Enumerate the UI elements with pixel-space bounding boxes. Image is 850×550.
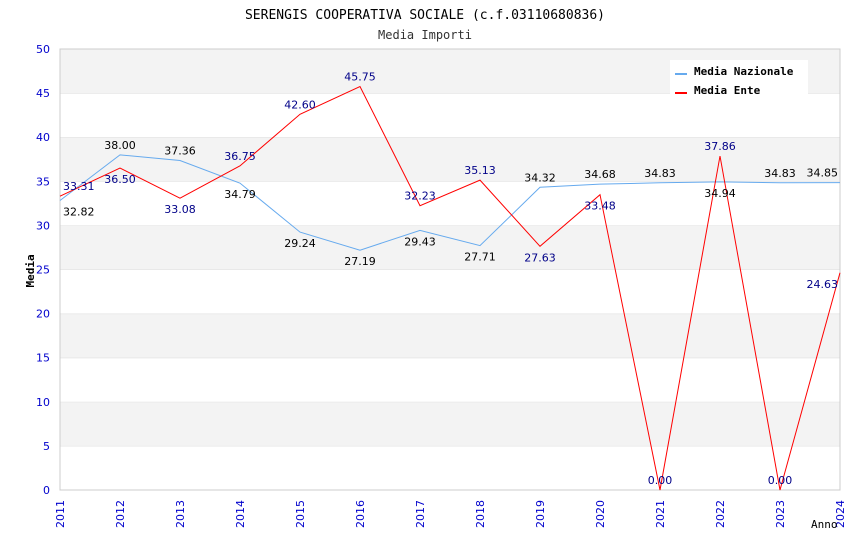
y-tick-label: 50	[36, 43, 50, 56]
x-tick-label: 2022	[714, 500, 727, 528]
data-label: 35.13	[464, 164, 496, 177]
y-tick-label: 15	[36, 352, 50, 365]
x-tick-label: 2020	[594, 500, 607, 528]
data-label: 34.85	[807, 167, 839, 180]
chart-subtitle: Media Importi	[378, 28, 472, 42]
data-label: 34.83	[644, 167, 676, 180]
data-label: 42.60	[284, 98, 316, 111]
grid-band	[60, 401, 840, 446]
data-label: 0.00	[768, 474, 793, 487]
y-tick-label: 20	[36, 308, 50, 321]
y-tick-label: 25	[36, 264, 50, 277]
data-label: 29.43	[404, 235, 436, 248]
y-tick-label: 30	[36, 219, 50, 232]
plot-frame	[59, 48, 841, 491]
grid-band	[60, 93, 840, 138]
x-tick-label: 2023	[774, 500, 787, 528]
y-tick-label: 5	[43, 440, 50, 453]
data-label: 45.75	[344, 70, 376, 83]
series-line-1	[59, 85, 841, 491]
data-label: 34.94	[704, 187, 736, 200]
legend-label: Media Ente	[694, 84, 761, 97]
x-tick-label: 2021	[654, 500, 667, 528]
data-label: 33.31	[63, 180, 95, 193]
data-label: 27.19	[344, 255, 376, 268]
x-tick-label: 2019	[534, 500, 547, 528]
x-axis-label: Anno	[811, 518, 838, 531]
data-label: 0.00	[648, 474, 673, 487]
data-label: 37.86	[704, 140, 736, 153]
y-tick-label: 0	[43, 484, 50, 497]
x-tick-label: 2012	[114, 500, 127, 528]
x-tick-label: 2024	[834, 500, 847, 528]
data-label: 24.63	[807, 278, 839, 291]
data-label: 34.79	[224, 188, 256, 201]
grid-band	[60, 269, 840, 314]
data-label: 32.82	[63, 206, 95, 219]
grid-band	[60, 357, 840, 402]
x-tick-label: 2018	[474, 500, 487, 528]
data-label: 36.75	[224, 150, 256, 163]
legend	[670, 60, 808, 96]
grid-band	[60, 445, 840, 490]
data-label: 27.63	[524, 251, 556, 264]
data-label: 27.71	[464, 251, 496, 264]
series-line-0	[59, 154, 841, 251]
x-tick-label: 2014	[234, 500, 247, 528]
x-tick-label: 2011	[54, 500, 67, 528]
legend-label: Media Nazionale	[694, 65, 794, 78]
y-tick-label: 10	[36, 396, 50, 409]
data-label: 33.08	[164, 203, 196, 216]
chart-title: SERENGIS COOPERATIVA SOCIALE (c.f.031106…	[245, 8, 605, 23]
data-label: 34.68	[584, 168, 616, 181]
y-tick-label: 35	[36, 175, 50, 188]
x-tick-label: 2016	[354, 500, 367, 528]
x-tick-label: 2015	[294, 500, 307, 528]
data-label: 32.23	[404, 190, 436, 203]
x-tick-label: 2017	[414, 500, 427, 528]
data-label: 29.24	[284, 237, 316, 250]
grid-band	[60, 137, 840, 182]
data-label: 34.32	[524, 171, 556, 184]
y-tick-label: 45	[36, 87, 50, 100]
y-axis-label: Media	[24, 254, 37, 287]
grid-band	[60, 313, 840, 358]
grid-band	[60, 181, 840, 226]
data-label: 36.50	[104, 173, 136, 186]
data-label: 37.36	[164, 144, 196, 157]
y-tick-label: 40	[36, 131, 50, 144]
data-label: 33.48	[584, 200, 616, 213]
data-label: 38.00	[104, 139, 136, 152]
data-label: 34.83	[764, 167, 796, 180]
x-tick-label: 2013	[174, 500, 187, 528]
grid-band	[60, 225, 840, 270]
